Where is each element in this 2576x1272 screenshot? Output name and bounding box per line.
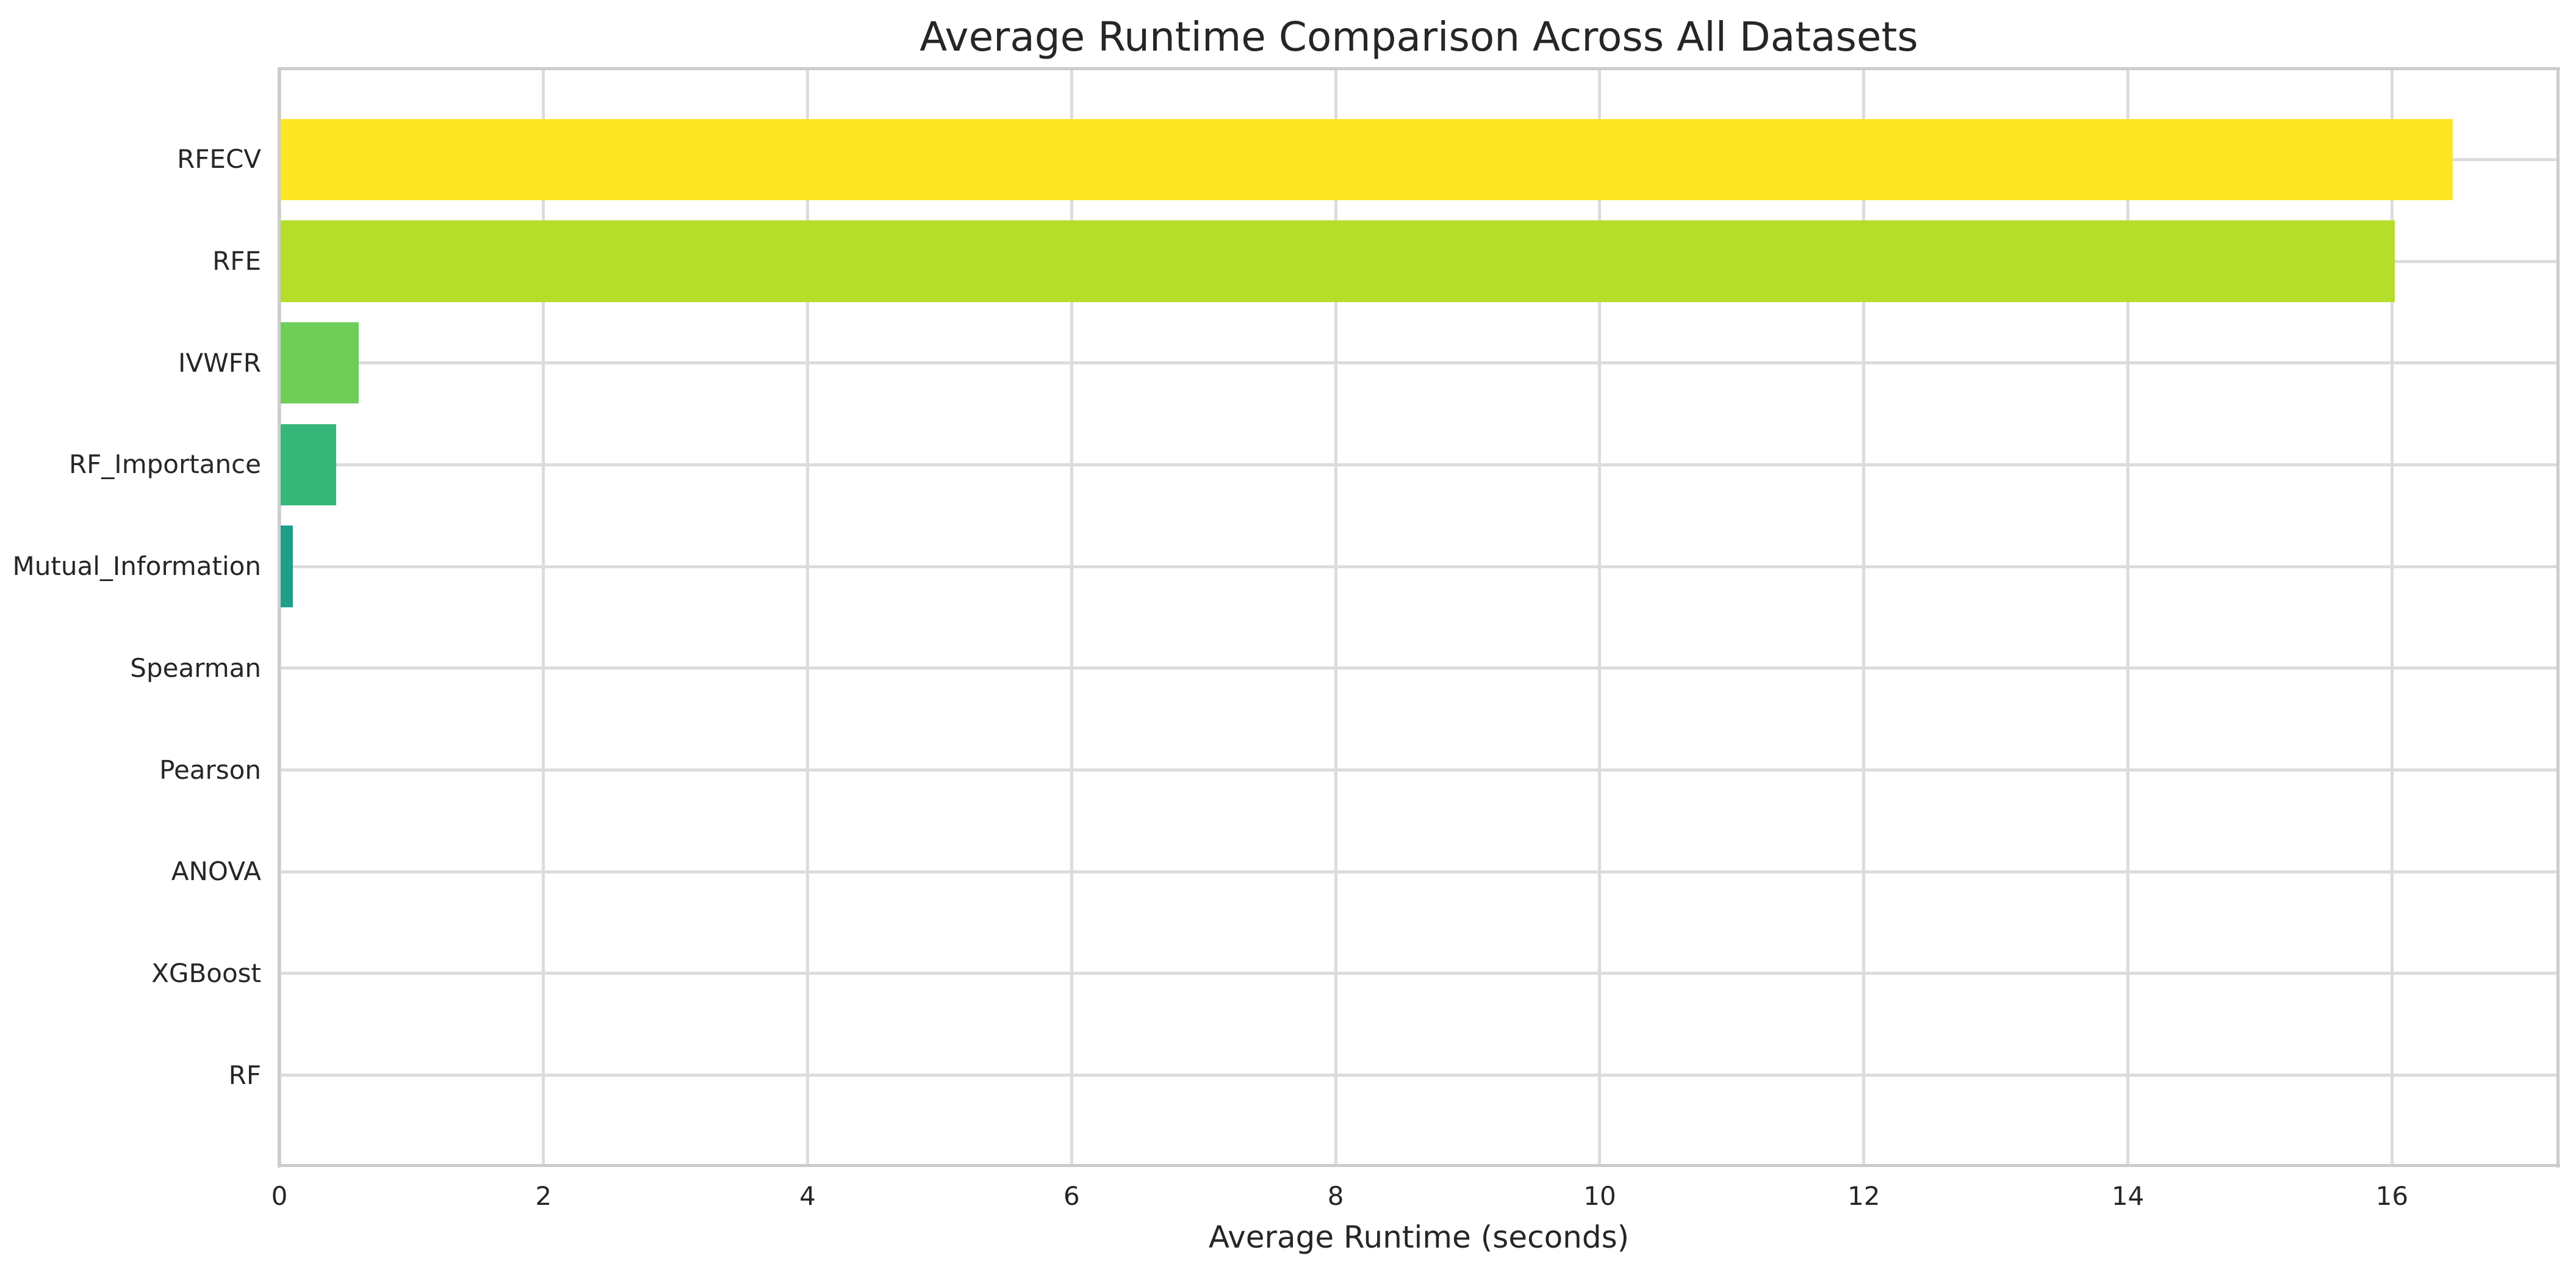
y-gridline: [279, 1074, 2558, 1077]
x-tick-label-12: 12: [1847, 1181, 1880, 1211]
x-gridline: [1334, 69, 1337, 1166]
y-gridline: [279, 565, 2558, 568]
y-tick-label-rf_importance: RF_Importance: [68, 449, 261, 480]
y-gridline: [279, 870, 2558, 873]
x-gridline: [542, 69, 545, 1166]
y-tick-label-mutual_information: Mutual_Information: [12, 551, 261, 582]
x-tick-label-8: 8: [1327, 1181, 1344, 1211]
x-tick-label-2: 2: [535, 1181, 552, 1211]
x-gridline: [2126, 69, 2130, 1166]
x-gridline: [2390, 69, 2394, 1166]
y-tick-label-rfe: RFE: [212, 246, 261, 276]
bottom-spine: [278, 1164, 2560, 1167]
y-tick-label-pearson: Pearson: [159, 754, 261, 785]
bar-rfecv: [279, 118, 2453, 201]
x-gridline: [1598, 69, 1602, 1166]
y-gridline: [279, 972, 2558, 975]
y-tick-label-rf: RF: [228, 1060, 261, 1090]
y-gridline: [279, 667, 2558, 670]
bar-ivwfr: [279, 322, 359, 404]
bar-rfe: [279, 220, 2395, 302]
x-tick-label-16: 16: [2375, 1181, 2409, 1211]
y-gridline: [279, 768, 2558, 772]
right-spine: [2556, 67, 2560, 1168]
y-gridline: [279, 463, 2558, 466]
x-axis-label: Average Runtime (seconds): [1208, 1220, 1630, 1255]
x-tick-label-0: 0: [271, 1181, 288, 1211]
bar-mutual_information: [279, 526, 293, 607]
left-spine: [278, 67, 281, 1168]
x-tick-label-14: 14: [2111, 1181, 2145, 1211]
plot-area: [278, 67, 2560, 1168]
x-gridline: [1862, 69, 1866, 1166]
bar-rf_importance: [279, 424, 337, 506]
y-tick-label-spearman: Spearman: [130, 652, 261, 683]
y-tick-label-anova: ANOVA: [171, 856, 261, 887]
y-tick-label-rfecv: RFECV: [177, 144, 261, 175]
x-tick-label-4: 4: [799, 1181, 816, 1211]
y-gridline: [279, 361, 2558, 365]
x-gridline: [806, 69, 810, 1166]
x-tick-label-10: 10: [1583, 1181, 1616, 1211]
chart-title: Average Runtime Comparison Across All Da…: [919, 13, 1918, 60]
x-tick-label-6: 6: [1063, 1181, 1080, 1211]
top-spine: [278, 67, 2560, 70]
y-tick-label-ivwfr: IVWFR: [178, 347, 261, 378]
x-gridline: [1070, 69, 1073, 1166]
y-tick-label-xgboost: XGBoost: [151, 958, 261, 988]
